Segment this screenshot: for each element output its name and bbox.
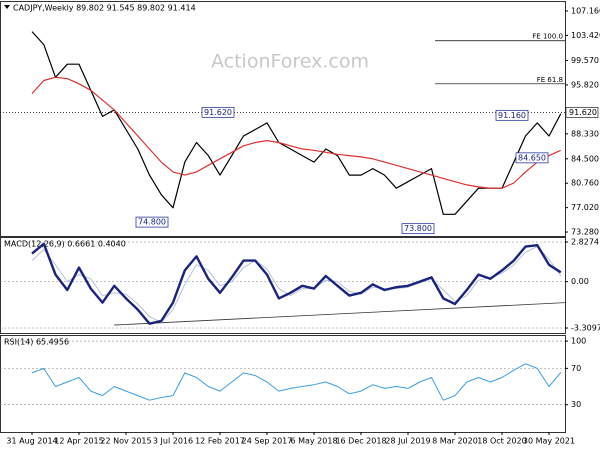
current-price-label: 91.620 [569,108,597,117]
annotation-box [135,216,169,228]
panel-frame [0,237,566,334]
annotation-box [201,106,235,118]
y-tick-label: 73.280 [571,228,599,237]
annotation-label: 91.160 [498,111,526,120]
watermark: ActionForex.com [211,51,369,73]
x-tick-label: 18 Oct 2020 [477,437,526,446]
y-tick-label: 99.570 [571,56,599,65]
x-tick-label: 6 May 2018 [290,437,337,446]
panel-frame [0,1,566,237]
y-tick-label: -3.3097 [571,323,600,332]
annotation-label: 84.650 [518,153,546,162]
series-line [31,242,562,325]
x-tick-label: 16 Dec 2018 [335,437,386,446]
series-line [31,76,562,189]
panel-title: RSI(14) 65.4956 [4,338,69,347]
y-tick-label: 88.330 [571,129,599,138]
x-tick-label: 22 Nov 2015 [100,437,151,446]
x-tick-label: 30 May 2021 [523,437,575,446]
annotation-label: 73.800 [404,224,432,233]
x-tick-label: 24 Sep 2017 [242,437,293,446]
y-tick-label: 70 [571,364,581,373]
y-tick-label: 100 [571,337,586,346]
annotation-box [515,152,549,164]
y-tick-label: 30 [571,400,581,409]
y-tick-label: 107.160 [571,6,600,15]
menu-arrow [4,5,10,9]
trendline [114,302,566,326]
annotation-box [401,223,435,235]
annotation-label: 91.620 [204,108,232,117]
panel-title: MACD(12,26,9) 0.6661 0.4040 [4,240,126,249]
series-line [31,363,562,401]
y-tick-label: 0.00 [571,277,589,286]
y-tick-label: 2.8274 [571,237,599,246]
panel-frame [0,335,566,433]
x-tick-label: 3 Jul 2016 [153,437,193,446]
y-tick-label: 84.500 [571,154,599,163]
series-line [31,31,562,215]
annotation-box [495,109,529,121]
y-tick-label: 80.760 [571,179,599,188]
y-tick-label: 77.020 [571,203,599,212]
x-tick-label: 12 Apr 2015 [54,437,103,446]
current-price-box [565,107,599,118]
annotation-label: 74.800 [138,218,166,227]
fe-label: FE 100.0 [532,33,563,41]
x-tick-label: 31 Aug 2014 [6,437,57,446]
x-tick-label: 12 Feb 2017 [195,437,245,446]
fe-label: FE 61.8 [537,76,563,84]
x-tick-label: 28 Jul 2019 [385,437,430,446]
y-tick-label: 95.820 [571,80,599,89]
panel-title: CADJPY,Weekly 89.802 91.545 89.802 91.41… [13,4,196,13]
y-tick-label: 103.420 [571,31,600,40]
x-tick-label: 8 Mar 2020 [432,437,478,446]
